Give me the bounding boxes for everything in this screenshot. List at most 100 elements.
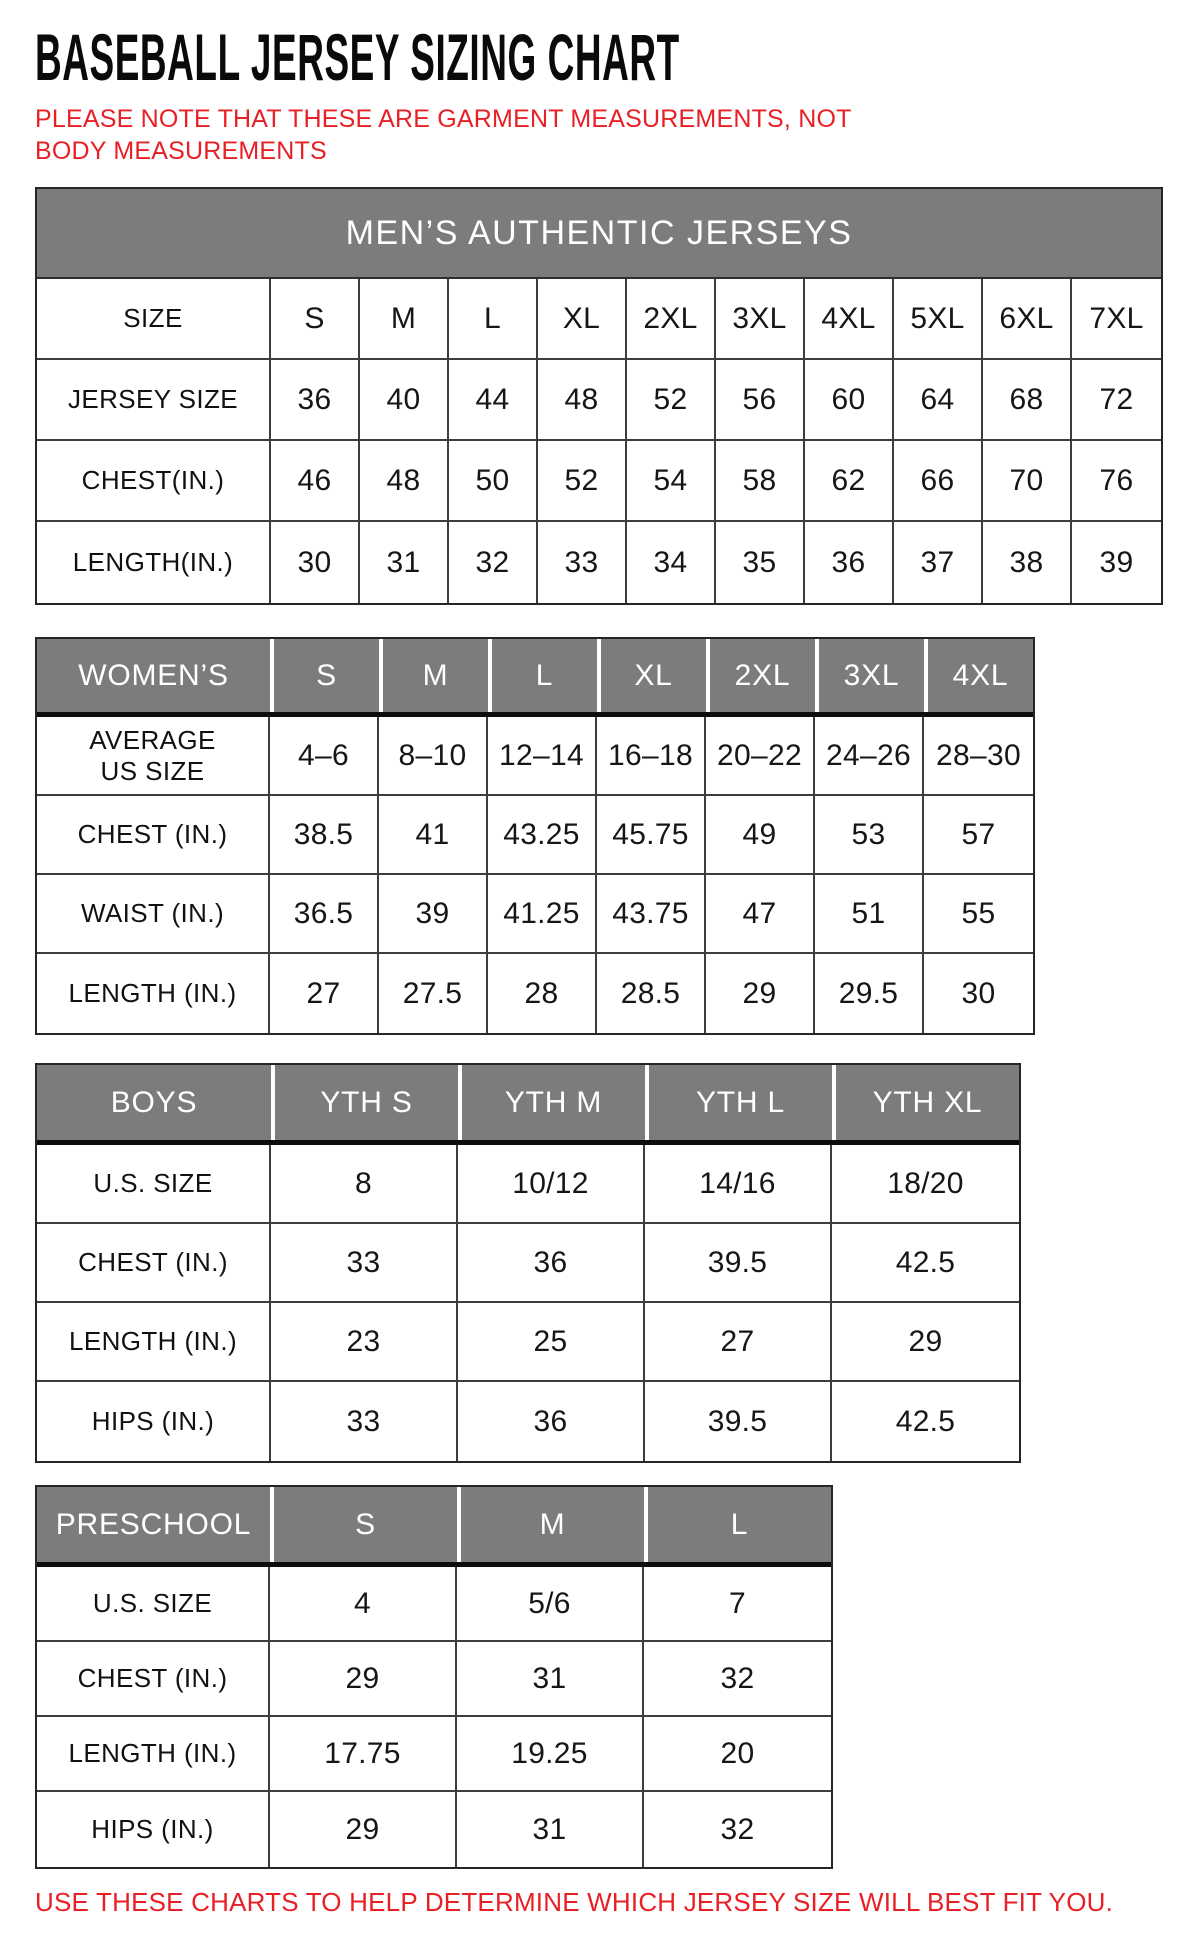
womens-table-header: WOMEN’S S M L XL 2XL 3XL 4XL bbox=[37, 639, 1033, 717]
size-value-cell: 60 bbox=[805, 360, 894, 441]
row-label: U.S. SIZE bbox=[37, 1567, 270, 1642]
header-size-col: M bbox=[457, 1487, 644, 1562]
preschool-table-header: PRESCHOOL S M L bbox=[37, 1487, 831, 1567]
footer-note: USE THESE CHARTS TO HELP DETERMINE WHICH… bbox=[35, 1887, 1114, 1917]
size-value-cell: 24–26 bbox=[815, 717, 924, 796]
size-value-cell: 39.5 bbox=[645, 1382, 832, 1461]
boys-sizing-table: BOYS YTH S YTH M YTH L YTH XL U.S. SIZE 8 10/1… bbox=[35, 1063, 1021, 1463]
size-value-cell: 14/16 bbox=[645, 1145, 832, 1224]
size-value-cell: 64 bbox=[894, 360, 983, 441]
size-value-cell: 20–22 bbox=[706, 717, 815, 796]
size-value-cell: 43.25 bbox=[488, 796, 597, 875]
row-label: JERSEY SIZE bbox=[37, 360, 271, 441]
garment-measurements-note: PLEASE NOTE THAT THESE ARE GARMENT MEASU… bbox=[35, 105, 852, 165]
header-group-label: PRESCHOOL bbox=[37, 1487, 270, 1562]
size-value-cell: 44 bbox=[449, 360, 538, 441]
row-label: LENGTH (IN.) bbox=[37, 954, 270, 1033]
size-value-cell: 30 bbox=[924, 954, 1033, 1033]
size-value-cell: 29 bbox=[706, 954, 815, 1033]
size-value-cell: 50 bbox=[449, 441, 538, 522]
size-value-cell: 27 bbox=[270, 954, 379, 1033]
size-value-cell: 28–30 bbox=[924, 717, 1033, 796]
size-value-cell: 52 bbox=[538, 441, 627, 522]
header-size-col: S bbox=[270, 1487, 457, 1562]
size-value-cell: 12–14 bbox=[488, 717, 597, 796]
header-size-col: XL bbox=[597, 639, 706, 712]
size-value-cell: 39.5 bbox=[645, 1224, 832, 1303]
size-value-cell: 43.75 bbox=[597, 875, 706, 954]
mens-sizing-table: MEN’S AUTHENTIC JERSEYS SIZE S M L XL 2XL 3XL 4… bbox=[35, 187, 1163, 605]
size-value-cell: 28 bbox=[488, 954, 597, 1033]
header-size-col: YTH XL bbox=[832, 1065, 1019, 1140]
size-value-cell: 42.5 bbox=[832, 1382, 1019, 1461]
size-value-cell: 76 bbox=[1072, 441, 1161, 522]
size-value-cell: 52 bbox=[627, 360, 716, 441]
size-value-cell: 31 bbox=[457, 1642, 644, 1717]
size-value-cell: 25 bbox=[458, 1303, 645, 1382]
size-value-cell: 32 bbox=[644, 1792, 831, 1867]
row-label: WAIST (IN.) bbox=[37, 875, 270, 954]
size-value-cell: 34 bbox=[627, 522, 716, 603]
size-value-cell: 54 bbox=[627, 441, 716, 522]
size-value-cell: 32 bbox=[644, 1642, 831, 1717]
size-value-cell: 29 bbox=[270, 1642, 457, 1717]
size-value-cell: 38 bbox=[983, 522, 1072, 603]
size-value-cell: 72 bbox=[1072, 360, 1161, 441]
row-label: CHEST(IN.) bbox=[37, 441, 271, 522]
size-value-cell: 53 bbox=[815, 796, 924, 875]
size-value-cell: 8 bbox=[271, 1145, 458, 1224]
row-label: CHEST (IN.) bbox=[37, 1642, 270, 1717]
size-value-cell: 66 bbox=[894, 441, 983, 522]
size-value-cell: 55 bbox=[924, 875, 1033, 954]
size-value-cell: S bbox=[271, 279, 360, 360]
size-value-cell: 41 bbox=[379, 796, 488, 875]
size-value-cell: 16–18 bbox=[597, 717, 706, 796]
size-value-cell: 3XL bbox=[716, 279, 805, 360]
size-value-cell: 20 bbox=[644, 1717, 831, 1792]
size-value-cell: 19.25 bbox=[457, 1717, 644, 1792]
header-size-col: S bbox=[270, 639, 379, 712]
row-label: AVERAGE US SIZE bbox=[37, 717, 270, 796]
size-value-cell: 47 bbox=[706, 875, 815, 954]
header-size-col: L bbox=[488, 639, 597, 712]
size-value-cell: XL bbox=[538, 279, 627, 360]
size-value-cell: 18/20 bbox=[832, 1145, 1019, 1224]
size-value-cell: 27.5 bbox=[379, 954, 488, 1033]
size-value-cell: 39 bbox=[1072, 522, 1161, 603]
size-value-cell: 48 bbox=[538, 360, 627, 441]
size-value-cell: 27 bbox=[645, 1303, 832, 1382]
preschool-sizing-table: PRESCHOOL S M L U.S. SIZE 4 5/6 7 CHEST (IN.) 29… bbox=[35, 1485, 833, 1869]
size-value-cell: 4–6 bbox=[270, 717, 379, 796]
preschool-table-body: U.S. SIZE 4 5/6 7 CHEST (IN.) 29 31 32 LENGTH (I… bbox=[37, 1567, 831, 1867]
header-size-col: 4XL bbox=[924, 639, 1033, 712]
size-value-cell: 29 bbox=[832, 1303, 1019, 1382]
womens-sizing-table: WOMEN’S S M L XL 2XL 3XL 4XL AVERAGE US SIZE 4–6… bbox=[35, 637, 1035, 1035]
size-value-cell: 4 bbox=[270, 1567, 457, 1642]
page-title: BASEBALL JERSEY SIZING CHART bbox=[35, 20, 680, 94]
size-value-cell: 8–10 bbox=[379, 717, 488, 796]
size-value-cell: 36.5 bbox=[270, 875, 379, 954]
size-value-cell: 36 bbox=[458, 1382, 645, 1461]
size-value-cell: 2XL bbox=[627, 279, 716, 360]
size-value-cell: 31 bbox=[360, 522, 449, 603]
size-value-cell: 48 bbox=[360, 441, 449, 522]
boys-table-header: BOYS YTH S YTH M YTH L YTH XL bbox=[37, 1065, 1019, 1145]
size-value-cell: L bbox=[449, 279, 538, 360]
header-size-col: YTH S bbox=[271, 1065, 458, 1140]
size-value-cell: 41.25 bbox=[488, 875, 597, 954]
size-value-cell: 42.5 bbox=[832, 1224, 1019, 1303]
row-label: CHEST (IN.) bbox=[37, 1224, 271, 1303]
size-value-cell: 39 bbox=[379, 875, 488, 954]
size-value-cell: 29.5 bbox=[815, 954, 924, 1033]
size-value-cell: 31 bbox=[457, 1792, 644, 1867]
size-value-cell: 70 bbox=[983, 441, 1072, 522]
header-size-col: L bbox=[644, 1487, 831, 1562]
row-label: CHEST (IN.) bbox=[37, 796, 270, 875]
row-label: SIZE bbox=[37, 279, 271, 360]
row-label: LENGTH (IN.) bbox=[37, 1303, 271, 1382]
womens-table-body: AVERAGE US SIZE 4–6 8–10 12–14 16–18 20–22 24–… bbox=[37, 717, 1033, 1033]
header-size-col: 2XL bbox=[706, 639, 815, 712]
size-value-cell: 32 bbox=[449, 522, 538, 603]
size-value-cell: 40 bbox=[360, 360, 449, 441]
